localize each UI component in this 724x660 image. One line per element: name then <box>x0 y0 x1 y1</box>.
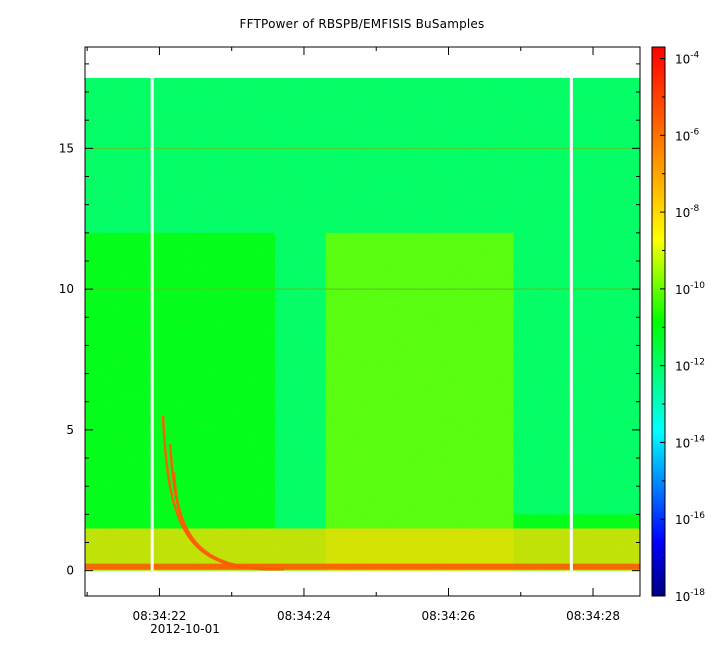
x-date-label: 2012-10-01 <box>150 622 220 636</box>
y-tick-label: 15 <box>59 141 74 155</box>
spectrogram-noise <box>85 77 640 571</box>
colorbar-axis: 10-4 10-6 10-8 10-10 10-12 10-14 10-16 10-18 <box>660 51 705 604</box>
colorbar-tick-label: 10-18 <box>675 588 705 604</box>
colorbar-frame <box>651 46 666 597</box>
colorbar-tick-label: 10-16 <box>675 511 705 527</box>
data-gap <box>569 77 573 573</box>
colorbar-tick-label: 10-14 <box>675 434 705 450</box>
spectrogram-features <box>85 77 640 573</box>
x-tick-label: 08:34:24 <box>277 609 331 623</box>
plot-frame <box>84 46 641 597</box>
noise-texture <box>85 77 640 571</box>
chart-title: FFTPower of RBSPB/EMFISIS BuSamples <box>239 17 485 31</box>
colorbar <box>652 47 665 596</box>
y-tick-label: 10 <box>59 282 74 296</box>
x-tick-label: 08:34:22 <box>132 609 186 623</box>
y-tick-label: 0 <box>66 564 74 578</box>
y-axis: 0 5 10 15 <box>59 63 640 578</box>
data-gap <box>150 77 154 573</box>
whistler-trace <box>172 472 284 571</box>
colorbar-tick-label: 10-10 <box>675 281 705 297</box>
colorbar-tick-label: 10-4 <box>675 51 700 67</box>
colorbar-tick-label: 10-8 <box>675 204 700 220</box>
colorbar-tick-label: 10-6 <box>675 127 700 143</box>
x-tick-label: 08:34:28 <box>566 609 620 623</box>
colorbar-tick-label: 10-12 <box>675 358 705 374</box>
y-tick-label: 5 <box>66 423 74 437</box>
x-tick-label: 08:34:26 <box>422 609 476 623</box>
x-axis: 08:34:22 08:34:24 08:34:26 08:34:28 <box>86 47 620 623</box>
